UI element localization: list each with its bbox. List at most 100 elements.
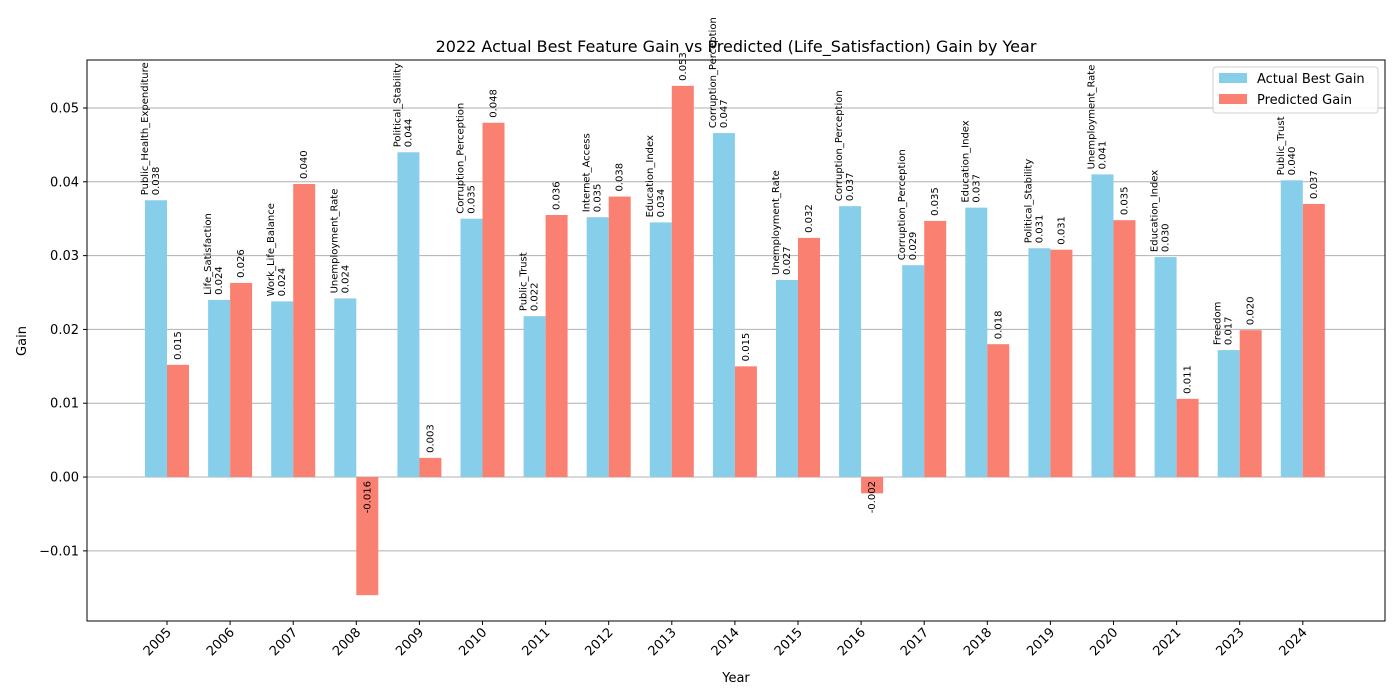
x-tick-label: 2021 (1150, 625, 1184, 659)
actual-value-label: 0.037 (971, 174, 982, 203)
actual-bar (145, 200, 167, 478)
predicted-value-label: 0.003 (425, 424, 436, 453)
predicted-value-label: 0.035 (1120, 187, 1131, 216)
predicted-bar (1239, 330, 1262, 478)
predicted-value-label: 0.011 (1183, 365, 1194, 394)
y-tick-label: 0.02 (50, 323, 79, 338)
predicted-value-label: 0.053 (678, 52, 689, 81)
actual-value-label: 0.047 (719, 99, 730, 128)
y-axis: −0.01 0.00 0.01 0.02 0.03 0.04 0.05 (39, 101, 87, 559)
predicted-bar (734, 366, 757, 478)
predicted-value-label: 0.038 (615, 163, 626, 192)
predicted-bar (1176, 398, 1199, 478)
legend-swatch (1219, 73, 1247, 83)
x-tick-label: 2024 (1277, 625, 1311, 659)
predicted-bar (419, 457, 442, 478)
predicted-value-label: 0.031 (1056, 216, 1067, 245)
actual-value-label: 0.024 (214, 266, 225, 295)
predicted-value-label: 0.020 (1246, 297, 1257, 326)
predicted-bar (545, 215, 568, 478)
feature-label: Public_Trust (519, 252, 530, 311)
y-axis-label: Gain (15, 326, 30, 356)
actual-value-label: 0.035 (467, 185, 478, 214)
predicted-value-label: 0.035 (930, 187, 941, 216)
y-tick-label: −0.01 (39, 544, 79, 559)
x-tick-label: 2019 (1024, 625, 1058, 659)
bars (145, 85, 1325, 596)
actual-bar (460, 218, 483, 478)
predicted-value-label: 0.026 (236, 249, 247, 278)
predicted-value-label: 0.032 (804, 204, 815, 233)
plot-area (86, 59, 1386, 622)
actual-value-label: 0.037 (845, 173, 856, 202)
predicted-bar (356, 477, 379, 596)
x-tick-label: 2015 (772, 625, 806, 659)
feature-label: Education_Index (1150, 170, 1161, 252)
predicted-bar (924, 220, 947, 478)
actual-value-label: 0.017 (1224, 316, 1235, 345)
chart-title: 2022 Actual Best Feature Gain vs Predict… (436, 37, 1037, 57)
actual-value-label: 0.044 (403, 119, 414, 148)
predicted-bar (608, 196, 631, 478)
feature-label: Corruption_Perception (834, 90, 845, 201)
x-tick-label: 2018 (961, 625, 995, 659)
predicted-value-label: 0.040 (299, 150, 310, 179)
x-tick-label: 2013 (646, 625, 680, 659)
actual-value-label: 0.030 (1161, 223, 1172, 252)
actual-bar (1154, 257, 1177, 478)
predicted-value-label: 0.015 (173, 331, 184, 360)
feature-label: Education_Index (645, 135, 656, 217)
actual-value-label: 0.024 (340, 265, 351, 294)
actual-bar (586, 217, 609, 478)
x-tick-label: 2023 (1214, 625, 1248, 659)
legend-entry: Actual Best Gain (1257, 72, 1365, 87)
predicted-bar (671, 85, 694, 478)
actual-bar (965, 207, 988, 478)
feature-label: Education_Index (960, 120, 971, 202)
actual-bar (334, 298, 357, 478)
feature-label: Corruption_Perception (897, 149, 908, 260)
feature-label: Work_Life_Balance (266, 203, 277, 296)
feature-label: Corruption_Perception (708, 17, 719, 128)
x-tick-label: 2005 (141, 625, 175, 659)
feature-label: Political_Stability (392, 63, 403, 147)
predicted-value-label: 0.015 (741, 333, 752, 362)
actual-value-label: 0.024 (277, 268, 288, 297)
feature-label: Public_Health_Expenditure (140, 62, 151, 195)
x-axis: 2005 2006 2007 2008 2009 2010 2011 2012 2013 2014… (141, 621, 1311, 659)
actual-bar (271, 301, 294, 478)
x-tick-label: 2006 (204, 625, 238, 659)
actual-value-label: 0.027 (782, 246, 793, 275)
predicted-bar (1050, 249, 1073, 478)
actual-value-label: 0.034 (656, 189, 667, 218)
y-tick-label: 0.05 (50, 101, 79, 116)
y-tick-label: 0.01 (50, 397, 79, 412)
predicted-bar (293, 184, 316, 478)
actual-bar (397, 152, 420, 478)
feature-label: Public_Trust (1276, 116, 1287, 175)
x-tick-label: 2017 (898, 625, 932, 659)
predicted-value-label: 0.037 (1309, 170, 1320, 199)
y-tick-label: 0.00 (50, 471, 79, 486)
predicted-value-label: 0.036 (552, 181, 563, 210)
actual-value-label: 0.041 (1098, 141, 1109, 170)
actual-value-label: 0.022 (530, 283, 541, 312)
actual-bar (712, 133, 735, 478)
predicted-bar (798, 237, 820, 478)
predicted-bar (1302, 203, 1325, 478)
x-axis-label: Year (721, 671, 750, 686)
actual-value-label: 0.038 (151, 167, 162, 196)
predicted-bar (482, 122, 505, 478)
feature-label: Unemployment_Rate (329, 189, 340, 294)
predicted-bar (167, 364, 189, 478)
actual-value-label: 0.040 (1287, 147, 1298, 176)
x-tick-label: 2014 (709, 625, 743, 659)
feature-label: Unemployment_Rate (771, 170, 782, 275)
x-tick-label: 2020 (1087, 625, 1121, 659)
x-tick-label: 2009 (393, 625, 427, 659)
actual-bar (649, 222, 672, 478)
predicted-value-label: -0.016 (362, 481, 373, 513)
predicted-value-label: 0.048 (489, 89, 500, 118)
actual-bar (208, 299, 231, 478)
